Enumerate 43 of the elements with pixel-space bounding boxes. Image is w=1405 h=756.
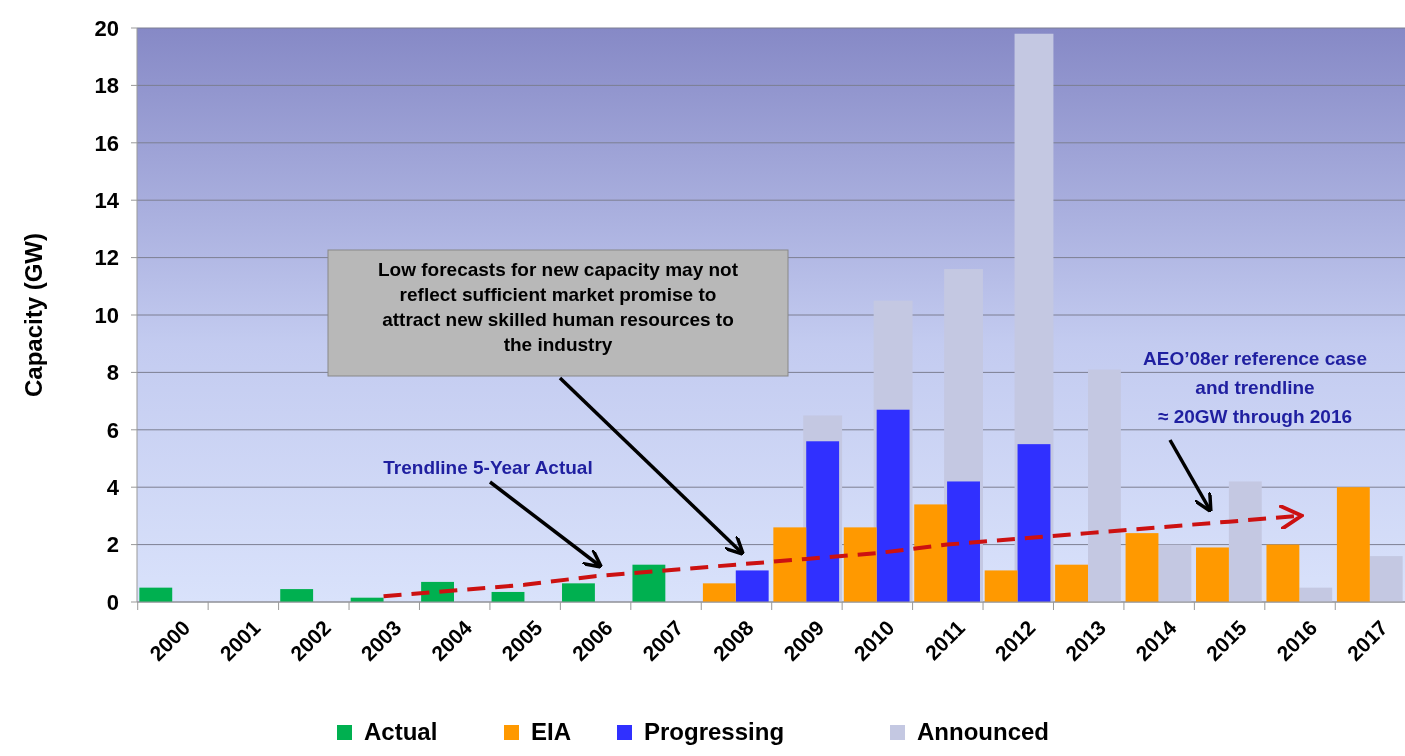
bar <box>562 583 595 602</box>
bar <box>139 587 173 602</box>
bar <box>947 481 980 602</box>
y-tick-label: 4 <box>106 474 120 500</box>
bar <box>984 570 1018 602</box>
bar <box>632 564 666 602</box>
bar <box>1369 556 1403 602</box>
bar <box>773 527 807 602</box>
bar <box>280 589 314 602</box>
y-tick-label: 18 <box>94 73 119 99</box>
bar <box>1228 481 1262 602</box>
legend-label: Actual <box>364 718 438 745</box>
bar <box>1299 587 1333 602</box>
y-tick-label: 16 <box>94 130 119 156</box>
bar <box>1266 544 1300 602</box>
annotation: Trendline 5-Year Actual <box>383 457 593 478</box>
bar <box>806 441 840 602</box>
annotation: AEO’08er reference case and trendline ≈ 20GW through 2016 <box>1143 348 1367 427</box>
y-tick-label: 12 <box>94 245 119 271</box>
bar <box>735 570 769 602</box>
legend-label: Announced <box>917 718 1049 745</box>
bar <box>702 583 736 602</box>
bar <box>876 409 910 602</box>
y-tick-label: 14 <box>94 187 120 213</box>
y-axis-title: Capacity (GW) <box>20 232 47 398</box>
bar <box>1196 547 1229 602</box>
y-tick-label: 0 <box>106 589 119 615</box>
bar <box>1055 564 1088 602</box>
y-tick-label: 8 <box>106 360 119 386</box>
legend-label: EIA <box>531 718 572 745</box>
y-tick-label: 20 <box>94 15 119 41</box>
bar <box>1158 544 1192 602</box>
bar <box>1125 533 1159 602</box>
annotation: Low forecasts for new capacity may not reflect sufficient market promise to attract new skilled human resources to the industry <box>377 259 739 355</box>
legend-label: Progressing <box>644 718 785 745</box>
y-tick-label: 2 <box>106 532 119 558</box>
bar <box>1017 444 1051 602</box>
bar <box>843 527 877 602</box>
y-tick-label: 10 <box>94 302 119 328</box>
y-tick-label: 6 <box>106 417 119 443</box>
bar <box>1336 487 1370 602</box>
bar <box>914 504 948 602</box>
bar <box>1088 369 1121 602</box>
